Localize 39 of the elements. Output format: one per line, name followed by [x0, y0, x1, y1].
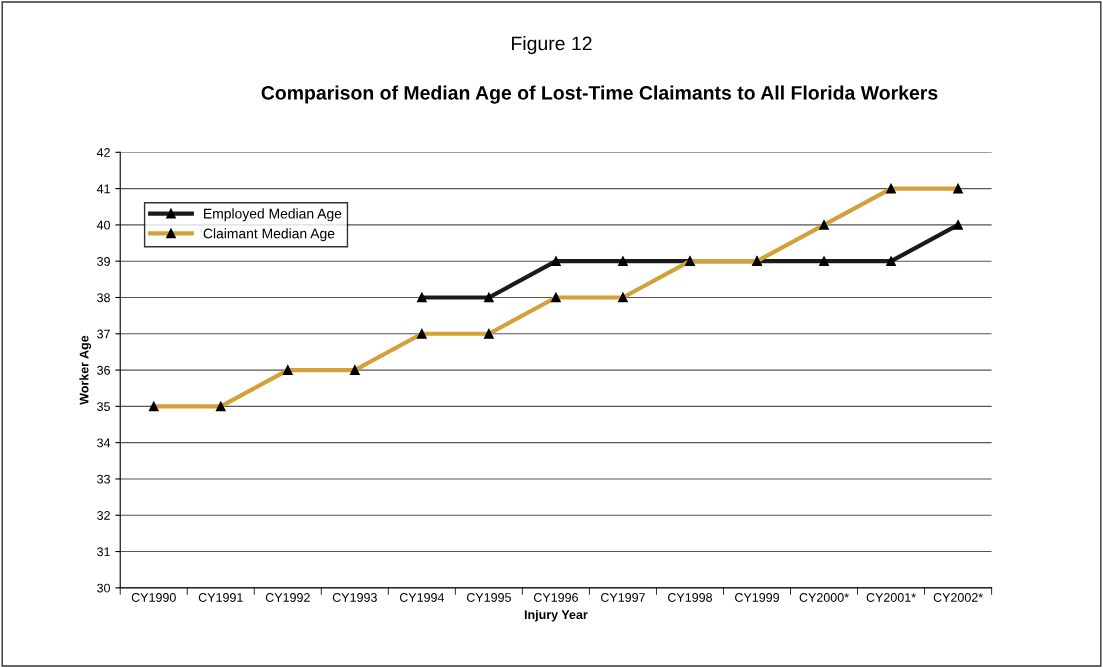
y-tick-label: 39	[97, 256, 110, 266]
point	[416, 292, 427, 303]
x-tick-label: CY1994	[399, 593, 445, 602]
y-tick-label: 31	[97, 547, 110, 557]
chart-title: Comparison of Median Age of Lost-Time Claimants to All Florida Workers	[261, 85, 938, 104]
x-tick-label: CY1992	[265, 593, 310, 602]
point	[886, 256, 896, 267]
point	[551, 256, 561, 267]
x-tick-label: CY1993	[332, 593, 377, 602]
x-tick-label: CY1991	[198, 593, 243, 602]
x-tick-label: CY1995	[466, 593, 511, 602]
x-tick-label: CY1997	[600, 593, 645, 602]
x-tick-label: CY1990	[131, 593, 176, 602]
y-tick-label: 36	[97, 365, 110, 375]
y-tick-label: 38	[97, 293, 110, 303]
y-tick-label: 32	[97, 511, 110, 520]
x-tick-label: CY1999	[735, 593, 779, 602]
y-tick-label: 42	[96, 148, 110, 157]
y-tick-label: 34	[97, 438, 111, 448]
y-tick-label: 41	[96, 184, 110, 194]
x-tick-label: CY1996	[533, 593, 578, 602]
x-tick-label: CY2001*	[866, 593, 916, 602]
y-axis-title: Worker Age	[79, 335, 92, 405]
x-tick-label: CY1998	[668, 593, 713, 602]
x-axis-title: Injury Year	[524, 609, 588, 622]
point	[484, 292, 494, 303]
point	[953, 220, 963, 230]
legend-label: Claimant Median Age	[203, 228, 335, 242]
x-tick-label: CY2000*	[799, 593, 849, 602]
point	[819, 256, 829, 267]
x-tick-label: CY2002*	[933, 593, 983, 602]
y-tick-label: 35	[97, 402, 110, 412]
y-tick-label: 40	[96, 220, 111, 230]
y-tick-label: 33	[97, 474, 110, 484]
point	[618, 256, 628, 267]
caption: Figure 12	[512, 36, 592, 55]
legend-label: Employed Median Age	[204, 208, 342, 222]
y-tick-label: 30	[97, 583, 111, 593]
y-tick-label: 37	[97, 329, 110, 339]
